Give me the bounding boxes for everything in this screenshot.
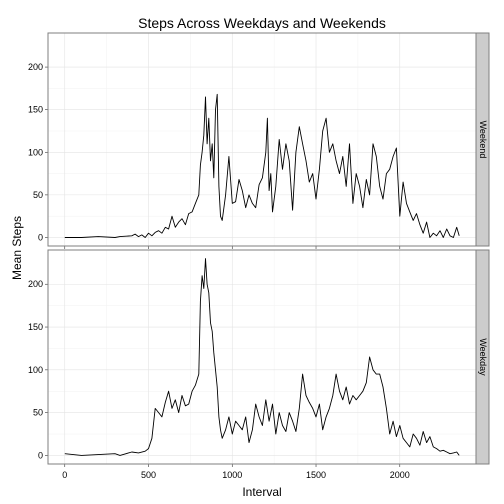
y-tick-label: 150 bbox=[28, 105, 43, 115]
panel-background bbox=[48, 250, 476, 464]
x-tick-label: 2000 bbox=[390, 470, 410, 480]
y-tick-label: 100 bbox=[28, 147, 43, 157]
y-tick-label: 0 bbox=[38, 232, 43, 242]
panel-weekend: 0 50 100 150 200 Weekend bbox=[28, 33, 489, 249]
panel-background bbox=[48, 33, 476, 246]
y-tick-label: 200 bbox=[28, 62, 43, 72]
chart-title: Steps Across Weekdays and Weekends bbox=[138, 15, 386, 31]
x-tick-label: 0 bbox=[62, 470, 67, 480]
facet-strip-label: Weekday bbox=[478, 338, 488, 376]
y-tick-label: 200 bbox=[28, 279, 43, 289]
x-tick-label: 1500 bbox=[306, 470, 326, 480]
y-tick-label: 50 bbox=[33, 190, 43, 200]
y-tick-label: 100 bbox=[28, 365, 43, 375]
y-axis-label: Mean Steps bbox=[10, 216, 24, 280]
x-axis-label: Interval bbox=[242, 485, 281, 499]
panels-group: 0 50 100 150 200 Weekend 0 500 1000 1500 2000 0 50 10… bbox=[28, 33, 489, 480]
panel-weekday: 0 500 1000 1500 2000 0 50 100 150 200 Weekday bbox=[28, 250, 489, 480]
facet-strip-label: Weekend bbox=[478, 121, 488, 159]
y-tick-label: 150 bbox=[28, 322, 43, 332]
x-tick-label: 1000 bbox=[222, 470, 242, 480]
y-tick-label: 50 bbox=[33, 408, 43, 418]
x-tick-label: 500 bbox=[141, 470, 156, 480]
y-tick-label: 0 bbox=[38, 450, 43, 460]
